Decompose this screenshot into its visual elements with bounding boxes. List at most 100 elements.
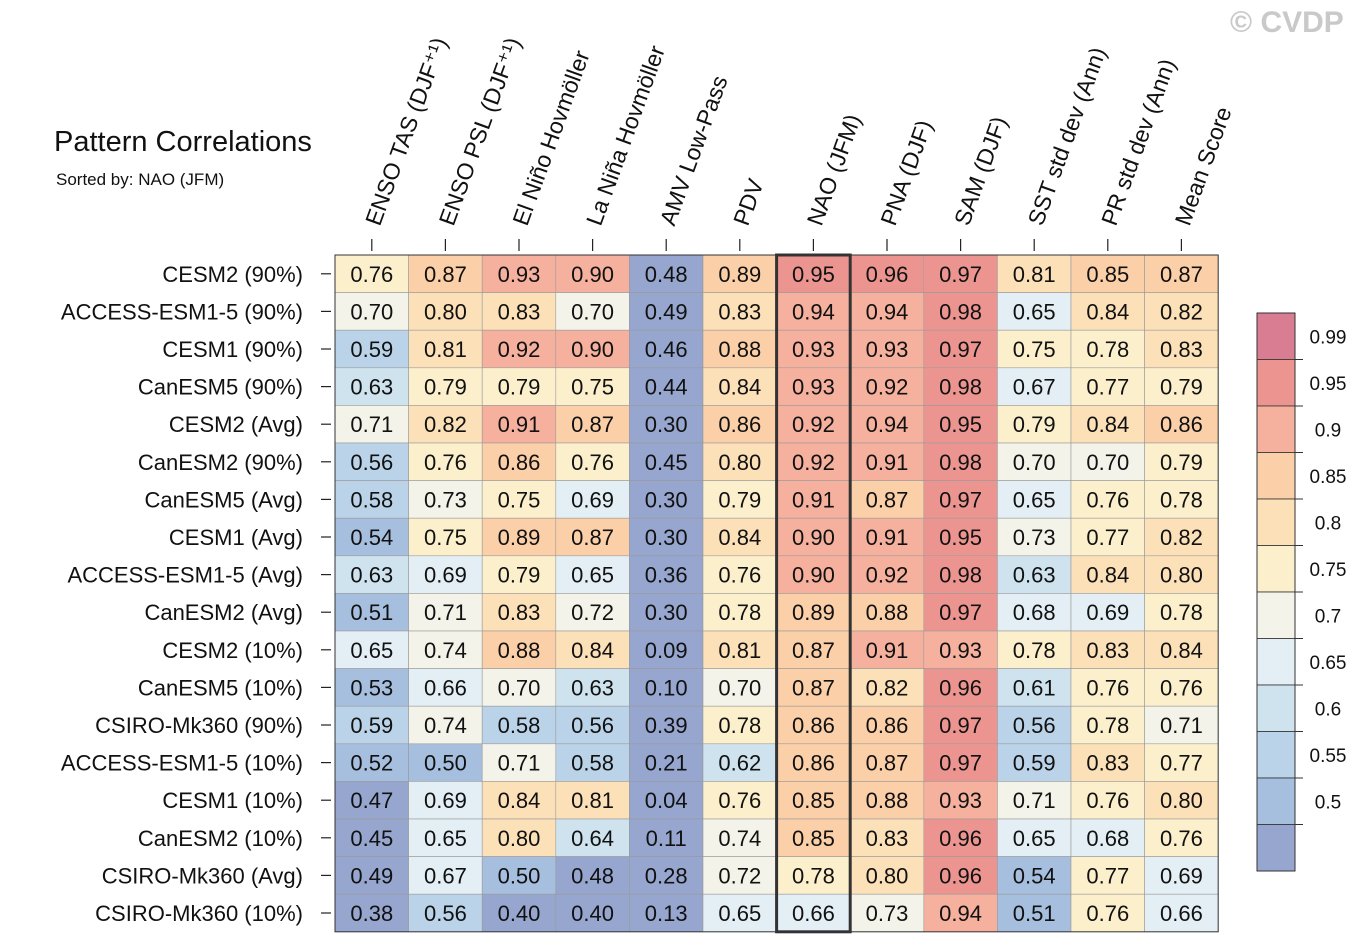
cell-value: 0.91 [866,525,909,550]
heatmap-cell [702,405,777,444]
cell-value: 0.83 [718,299,761,324]
heatmap-cell [1144,480,1219,519]
heatmap-cell [923,555,998,594]
cell-value: 0.70 [718,675,761,700]
cell-value: 0.96 [866,262,909,287]
cell-value: 0.65 [1013,826,1056,851]
cell-value: 0.69 [1160,863,1203,888]
cell-value: 0.91 [792,487,835,512]
cell-value: 0.59 [1013,751,1056,776]
cell-value: 0.91 [498,412,541,437]
heatmap-cell [555,593,630,632]
cell-value: 0.47 [350,788,393,813]
cell-value: 0.75 [498,487,541,512]
cell-value: 0.96 [939,675,982,700]
cell-value: 0.62 [718,751,761,776]
heatmap-cell [849,517,925,557]
colorbar-label: 0.65 [1310,653,1347,674]
cell-value: 0.78 [1086,337,1129,362]
cell-value: 0.98 [939,375,982,400]
cell-value: 0.78 [792,863,835,888]
cell-value: 0.97 [939,487,982,512]
cell-value: 0.81 [1013,262,1056,287]
heatmap-cell [481,367,557,406]
cell-value: 0.70 [571,299,614,324]
cell-value: 0.21 [645,751,688,776]
cell-value: 0.39 [645,713,688,738]
cell-value: 0.72 [571,600,614,625]
heatmap-cell [997,480,1072,519]
cell-value: 0.98 [939,299,982,324]
heatmap-cell [629,367,704,406]
heatmap-cell [481,818,557,857]
row-label-cesm1-avg: CESM1 (Avg) [169,525,303,550]
cell-value: 0.74 [424,713,467,738]
heatmap-cell [334,593,409,632]
cell-value: 0.71 [1013,788,1056,813]
cell-value: 0.84 [1086,299,1129,324]
cell-value: 0.79 [1160,450,1203,475]
cell-value: 0.91 [866,450,909,475]
cell-value: 0.89 [498,525,541,550]
heatmap-cell [334,818,409,857]
heatmap-cell [702,856,777,895]
row-label-canesm5-avg: CanESM5 (Avg) [144,487,303,512]
heatmap-cell [555,442,630,481]
row-label-canesm5-90: CanESM5 (90%) [138,375,303,400]
cell-value: 0.83 [498,600,541,625]
cell-value: 0.84 [571,638,614,663]
heatmap-cell [1070,630,1145,669]
row-label-canesm2-90: CanESM2 (90%) [138,450,303,475]
heatmap-cell [408,517,483,557]
heatmap-cell [629,517,704,557]
heatmap-cell [629,480,704,519]
heatmap-cell [555,781,630,820]
cell-value: 0.78 [1160,600,1203,625]
column-label-el-ni-o-hovm-ller: El Niño Hovmöller [507,47,594,229]
cell-value: 0.77 [1160,751,1203,776]
row-label-cesm2-10: CESM2 (10%) [162,638,303,663]
heatmap-cell [923,630,998,669]
heatmap-cell [1070,555,1145,594]
cell-value: 0.90 [792,563,835,588]
heatmap-cell [702,818,777,857]
cell-value: 0.09 [645,638,688,663]
cell-value: 0.95 [939,525,982,550]
cell-value: 0.65 [1013,487,1056,512]
heatmap-cell [923,254,998,293]
cell-value: 0.70 [1013,450,1056,475]
cell-value: 0.92 [866,563,909,588]
heatmap-cell [629,668,704,707]
heatmap-cell [629,781,704,820]
cell-value: 0.56 [350,450,393,475]
row-label-access-esm1-5-90: ACCESS-ESM1-5 (90%) [61,299,303,324]
cell-value: 0.83 [1086,638,1129,663]
cell-value: 0.67 [424,863,467,888]
cell-value: 0.56 [424,901,467,926]
heatmap-cell [776,856,851,895]
cell-value: 0.87 [571,525,614,550]
column-label-sst-std-dev-ann: SST std dev (Ann) [1022,44,1111,229]
cell-value: 0.92 [792,412,835,437]
cell-value: 0.82 [1160,299,1203,324]
heatmap-cell [1144,329,1219,369]
cell-value: 0.63 [571,675,614,700]
cell-value: 0.82 [1160,525,1203,550]
column-label-la-ni-a-hovm-ller: La Niña Hovmöller [581,42,670,229]
row-label-cesm1-90: CESM1 (90%) [162,337,303,362]
heatmap-cell [776,630,851,669]
row-label-csiro-mk360-90: CSIRO-Mk360 (90%) [95,713,303,738]
cell-value: 0.78 [718,713,761,738]
heatmap-cell [1144,893,1219,933]
cell-value: 0.76 [1086,901,1129,926]
heatmap-cell [923,818,998,857]
cell-value: 0.95 [939,412,982,437]
colorbar-label: 0.85 [1310,467,1347,488]
cell-value: 0.83 [1160,337,1203,362]
cell-value: 0.84 [498,788,541,813]
cell-value: 0.87 [792,675,835,700]
cell-value: 0.75 [1013,337,1056,362]
heatmap-cell [481,630,557,669]
colorbar-segment [1256,359,1296,407]
cell-value: 0.96 [939,863,982,888]
